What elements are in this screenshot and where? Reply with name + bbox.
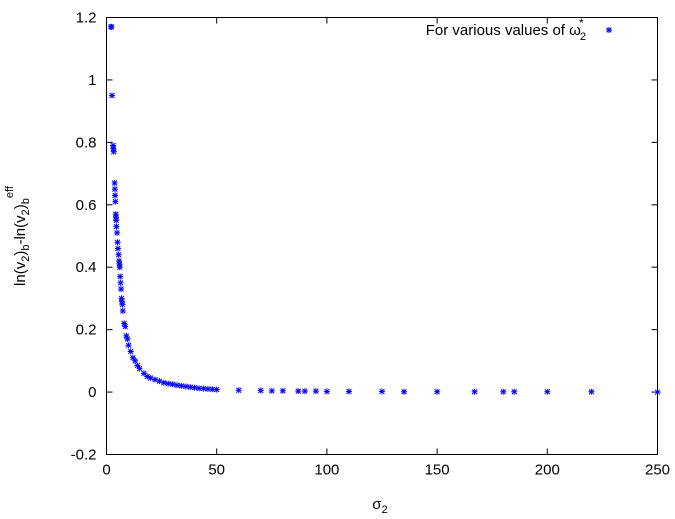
data-point <box>127 348 134 355</box>
data-point <box>114 239 121 246</box>
data-point <box>301 388 308 395</box>
x-tick-label: 100 <box>314 462 339 479</box>
data-point <box>117 273 124 280</box>
data-point <box>122 323 129 330</box>
data-point <box>434 388 441 395</box>
data-point <box>112 192 119 199</box>
data-point <box>156 378 163 385</box>
data-point <box>114 229 121 236</box>
data-point <box>500 388 507 395</box>
y-tick-label: 0.4 <box>76 259 97 276</box>
data-point <box>182 383 189 390</box>
data-point <box>115 251 122 258</box>
y-tick-label: 0.8 <box>76 134 97 151</box>
data-point <box>134 362 141 369</box>
data-point <box>401 388 408 395</box>
legend-marker-symbol <box>606 27 612 33</box>
legend: For various values of ω2* <box>426 16 612 43</box>
y-tick-label: -0.2 <box>71 447 97 464</box>
y-tick-labels: -0.2 0 0.2 0.4 0.6 0.8 1 1.2 <box>71 10 97 464</box>
x-tick-label: 0 <box>102 462 110 479</box>
data-point <box>111 186 118 193</box>
data-point <box>191 384 198 391</box>
data-point <box>588 388 595 395</box>
data-point <box>111 179 118 186</box>
data-points <box>107 23 661 396</box>
x-tick-label: 50 <box>208 462 225 479</box>
x-axis-title: σ2 <box>372 496 387 516</box>
data-point <box>178 382 185 389</box>
data-point <box>136 365 143 372</box>
data-point <box>113 223 120 230</box>
data-point <box>174 382 181 389</box>
data-point <box>312 388 319 395</box>
data-point <box>165 380 172 387</box>
data-point <box>119 307 126 314</box>
data-point <box>125 342 132 349</box>
data-point <box>279 387 286 394</box>
data-point <box>544 388 551 395</box>
data-point <box>471 388 478 395</box>
data-point <box>345 388 352 395</box>
data-point <box>654 389 661 396</box>
data-point <box>200 385 207 392</box>
data-point <box>213 386 220 393</box>
data-point <box>113 217 120 224</box>
data-point <box>160 379 167 386</box>
data-point <box>119 301 126 308</box>
data-point <box>323 388 330 395</box>
data-point <box>112 198 119 205</box>
data-point <box>124 336 131 343</box>
axis-ticks <box>106 17 658 455</box>
data-point <box>169 381 176 388</box>
x-tick-label: 250 <box>645 462 670 479</box>
x-tick-label: 150 <box>425 462 450 479</box>
data-point <box>511 388 518 395</box>
x-tick-labels: 0 50 100 150 200 250 <box>102 462 670 479</box>
data-point <box>114 245 121 252</box>
data-point <box>257 387 264 394</box>
legend-marker <box>606 27 612 33</box>
data-point <box>110 148 117 155</box>
y-tick-label: 0 <box>88 384 96 401</box>
data-point <box>147 375 154 382</box>
data-point <box>235 387 242 394</box>
y-tick-label: 1 <box>88 72 96 89</box>
data-point <box>151 376 158 383</box>
plot-frame <box>106 17 658 455</box>
data-point <box>116 264 123 271</box>
data-point <box>295 388 302 395</box>
y-tick-label: 1.2 <box>76 10 97 27</box>
data-point <box>108 23 115 30</box>
legend-label: For various values of ω2* <box>426 16 586 43</box>
y-tick-label: 0.6 <box>76 197 97 214</box>
y-tick-label: 0.2 <box>76 322 97 339</box>
x-tick-label: 200 <box>535 462 560 479</box>
data-point <box>109 92 116 99</box>
data-point <box>379 388 385 395</box>
data-point <box>268 387 275 394</box>
data-point <box>117 279 124 286</box>
data-point <box>132 357 139 364</box>
data-point <box>187 384 194 391</box>
y-axis-title: ln(v2)b-ln(v2)beff <box>4 185 32 286</box>
data-point <box>129 354 136 361</box>
data-point <box>118 286 125 293</box>
